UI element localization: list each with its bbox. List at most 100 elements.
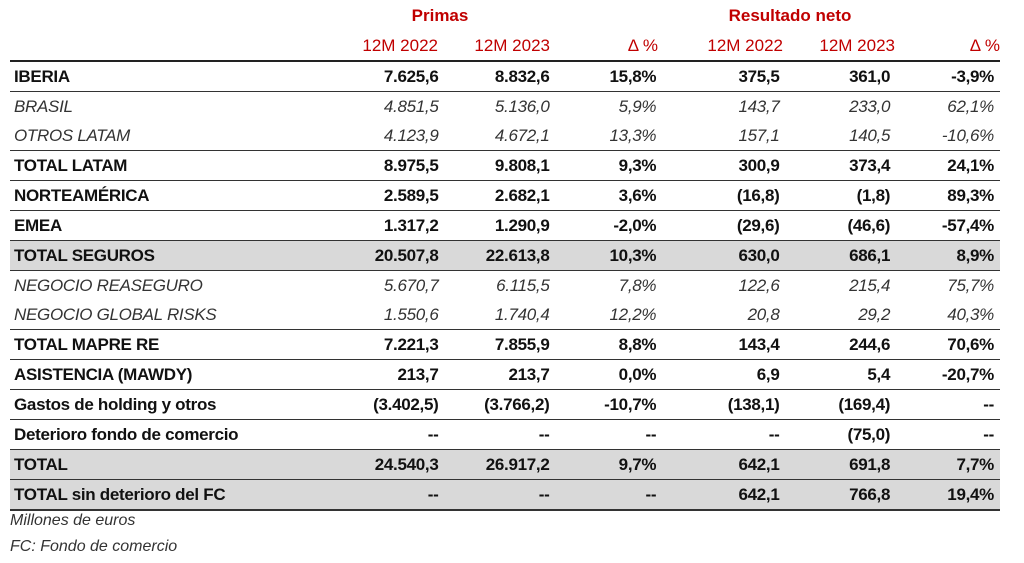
cell-value: 1.740,4 [494,304,550,324]
row-label: Gastos de holding y otros [14,394,217,414]
cell-value: 143,4 [738,334,780,354]
table-row: Deterioro fondo de comercio -- -- -- -- (75,0… [10,419,1000,450]
cell-value: 26.917,2 [485,454,550,474]
cell-value: -- [983,394,994,414]
row-label: ASISTENCIA (MAWDY) [14,364,193,384]
cell-value: 3,6% [618,185,657,205]
cell-value: 4.123,9 [383,125,439,145]
cell-value: -10,6% [941,125,994,145]
cell-value: 6.115,5 [496,275,550,295]
cell-value: 10,3% [609,245,657,265]
cell-value: (16,8) [736,185,780,205]
row-label: NEGOCIO REASEGURO [14,275,203,295]
cell-value: 75,7% [947,275,994,295]
cell-value: -10,7% [604,394,657,414]
cell-value: (1,8) [856,185,891,205]
cell-value: 1.290,9 [494,215,550,235]
col-header-rn-delta: Δ % [969,36,1000,55]
cell-value: 642,1 [738,454,780,474]
header-primas: Primas [411,6,469,25]
cell-value: -3,9% [951,66,994,86]
row-label: OTROS LATAM [14,125,131,145]
cell-value: 300,9 [738,155,780,175]
cell-value: 9.808,1 [494,155,550,175]
col-header-rn-2023: 12M 2023 [819,36,895,55]
cell-value: (169,4) [838,394,891,414]
table-row: TOTAL SEGUROS 20.507,8 22.613,8 10,3% 630,0 6… [10,240,1000,271]
cell-value: 244,6 [849,334,891,354]
cell-value: 1.317,2 [383,215,439,235]
cell-value: 373,4 [849,155,891,175]
cell-value: 12,2% [609,304,657,324]
cell-value: 7.625,6 [383,66,439,86]
cell-value: 29,2 [858,304,891,324]
cell-value: 2.682,1 [494,185,550,205]
cell-value: 20,8 [747,304,780,324]
footnote-fc: FC: Fondo de comercio [10,538,178,555]
cell-value: 8.975,5 [383,155,439,175]
cell-value: 7.221,3 [383,334,439,354]
cell-value: (75,0) [847,424,891,444]
cell-value: 143,7 [738,96,780,116]
col-header-primas-2022: 12M 2022 [362,36,438,55]
cell-value: 70,6% [947,334,994,354]
cell-value: 19,4% [947,484,994,504]
cell-value: -- [538,424,550,444]
table-row: NEGOCIO REASEGURO 5.670,7 6.115,5 7,8% 122,6… [10,270,1000,301]
cell-value: 8.832,6 [494,66,550,86]
row-label: NEGOCIO GLOBAL RISKS [14,304,217,324]
cell-value: 9,7% [618,454,657,474]
cell-value: -- [538,484,550,504]
cell-value: 157,1 [738,125,780,145]
footnote-units: Millones de euros [10,512,136,529]
row-label: TOTAL SEGUROS [14,245,155,265]
cell-value: 9,3% [618,155,657,175]
cell-value: 361,0 [849,66,891,86]
cell-value: 642,1 [738,484,780,504]
cell-value: 140,5 [849,125,891,145]
cell-value: 213,7 [397,364,439,384]
cell-value: 7.855,9 [494,334,550,354]
cell-value: 215,4 [849,275,891,295]
cell-value: 4.672,1 [494,125,550,145]
cell-value: 6,9 [756,364,780,384]
cell-value: 691,8 [849,454,891,474]
cell-value: -- [983,424,994,444]
row-label: TOTAL MAPRE RE [14,334,160,354]
row-label: TOTAL LATAM [14,155,128,175]
col-header-primas-2023: 12M 2023 [474,36,550,55]
cell-value: 24,1% [947,155,994,175]
row-label: NORTEAMÉRICA [14,185,150,205]
cell-value: 122,6 [738,275,780,295]
cell-value: 8,8% [618,334,657,354]
cell-value: 7,8% [618,275,657,295]
cell-value: 5.136,0 [494,96,550,116]
cell-value: (3.766,2) [484,394,550,414]
row-label: EMEA [14,215,62,235]
row-label: Deterioro fondo de comercio [14,424,239,444]
cell-value: 5,9% [618,96,657,116]
cell-value: 630,0 [738,245,780,265]
cell-value: 40,3% [947,304,994,324]
cell-value: 89,3% [947,185,994,205]
col-header-primas-delta: Δ % [627,36,658,55]
row-label: TOTAL sin deterioro del FC [14,484,226,504]
cell-value: 5.670,7 [383,275,439,295]
table-row: Gastos de holding y otros (3.402,5) (3.766… [10,389,1000,420]
cell-value: (138,1) [727,394,780,414]
table-row: TOTAL LATAM 8.975,5 9.808,1 9,3% 300,9 373,4 2… [10,150,1000,181]
cell-value: 15,8% [609,66,657,86]
cell-value: 7,7% [956,454,994,474]
cell-value: 2.589,5 [383,185,439,205]
cell-value: -- [427,484,439,504]
cell-value: 233,0 [849,96,891,116]
cell-value: 686,1 [849,245,891,265]
row-label: IBERIA [14,66,70,86]
cell-value: 213,7 [508,364,550,384]
results-table: IBERIA 7.625,6 8.832,6 15,8% 375,5 361,0 -3,9%… [10,60,1000,511]
table-row: BRASIL 4.851,5 5.136,0 5,9% 143,7 233,0 62,1% [10,91,1000,122]
table-row: NORTEAMÉRICA 2.589,5 2.682,1 3,6% (16,8) (1,8… [10,180,1000,211]
cell-value: (29,6) [736,215,780,235]
cell-value: (46,6) [847,215,891,235]
cell-value: 4.851,5 [383,96,439,116]
